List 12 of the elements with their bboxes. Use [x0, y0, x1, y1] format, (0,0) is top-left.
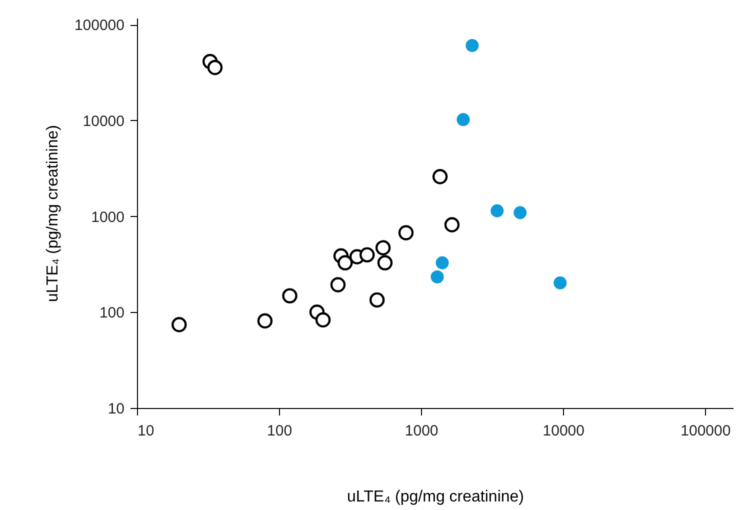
y-tick-label: 100000: [74, 17, 124, 34]
x-tick-label: 10: [138, 422, 154, 440]
y-axis-title: uLTE₄ (pg/mg creatinine): [44, 125, 62, 302]
y-tick-label: 100: [99, 304, 124, 322]
y-tick-label: 10000: [82, 112, 124, 130]
x-tick-label: 100000: [680, 422, 731, 440]
x-tick-label: 1000: [404, 422, 438, 440]
x-axis-title: uLTE₄ (pg/mg creatinine): [347, 488, 524, 506]
y-tick-label: 10: [108, 400, 124, 418]
y-tick-label: 1000: [91, 208, 124, 226]
x-tick-label: 100: [267, 422, 292, 440]
x-tick-label: 10000: [542, 422, 584, 440]
